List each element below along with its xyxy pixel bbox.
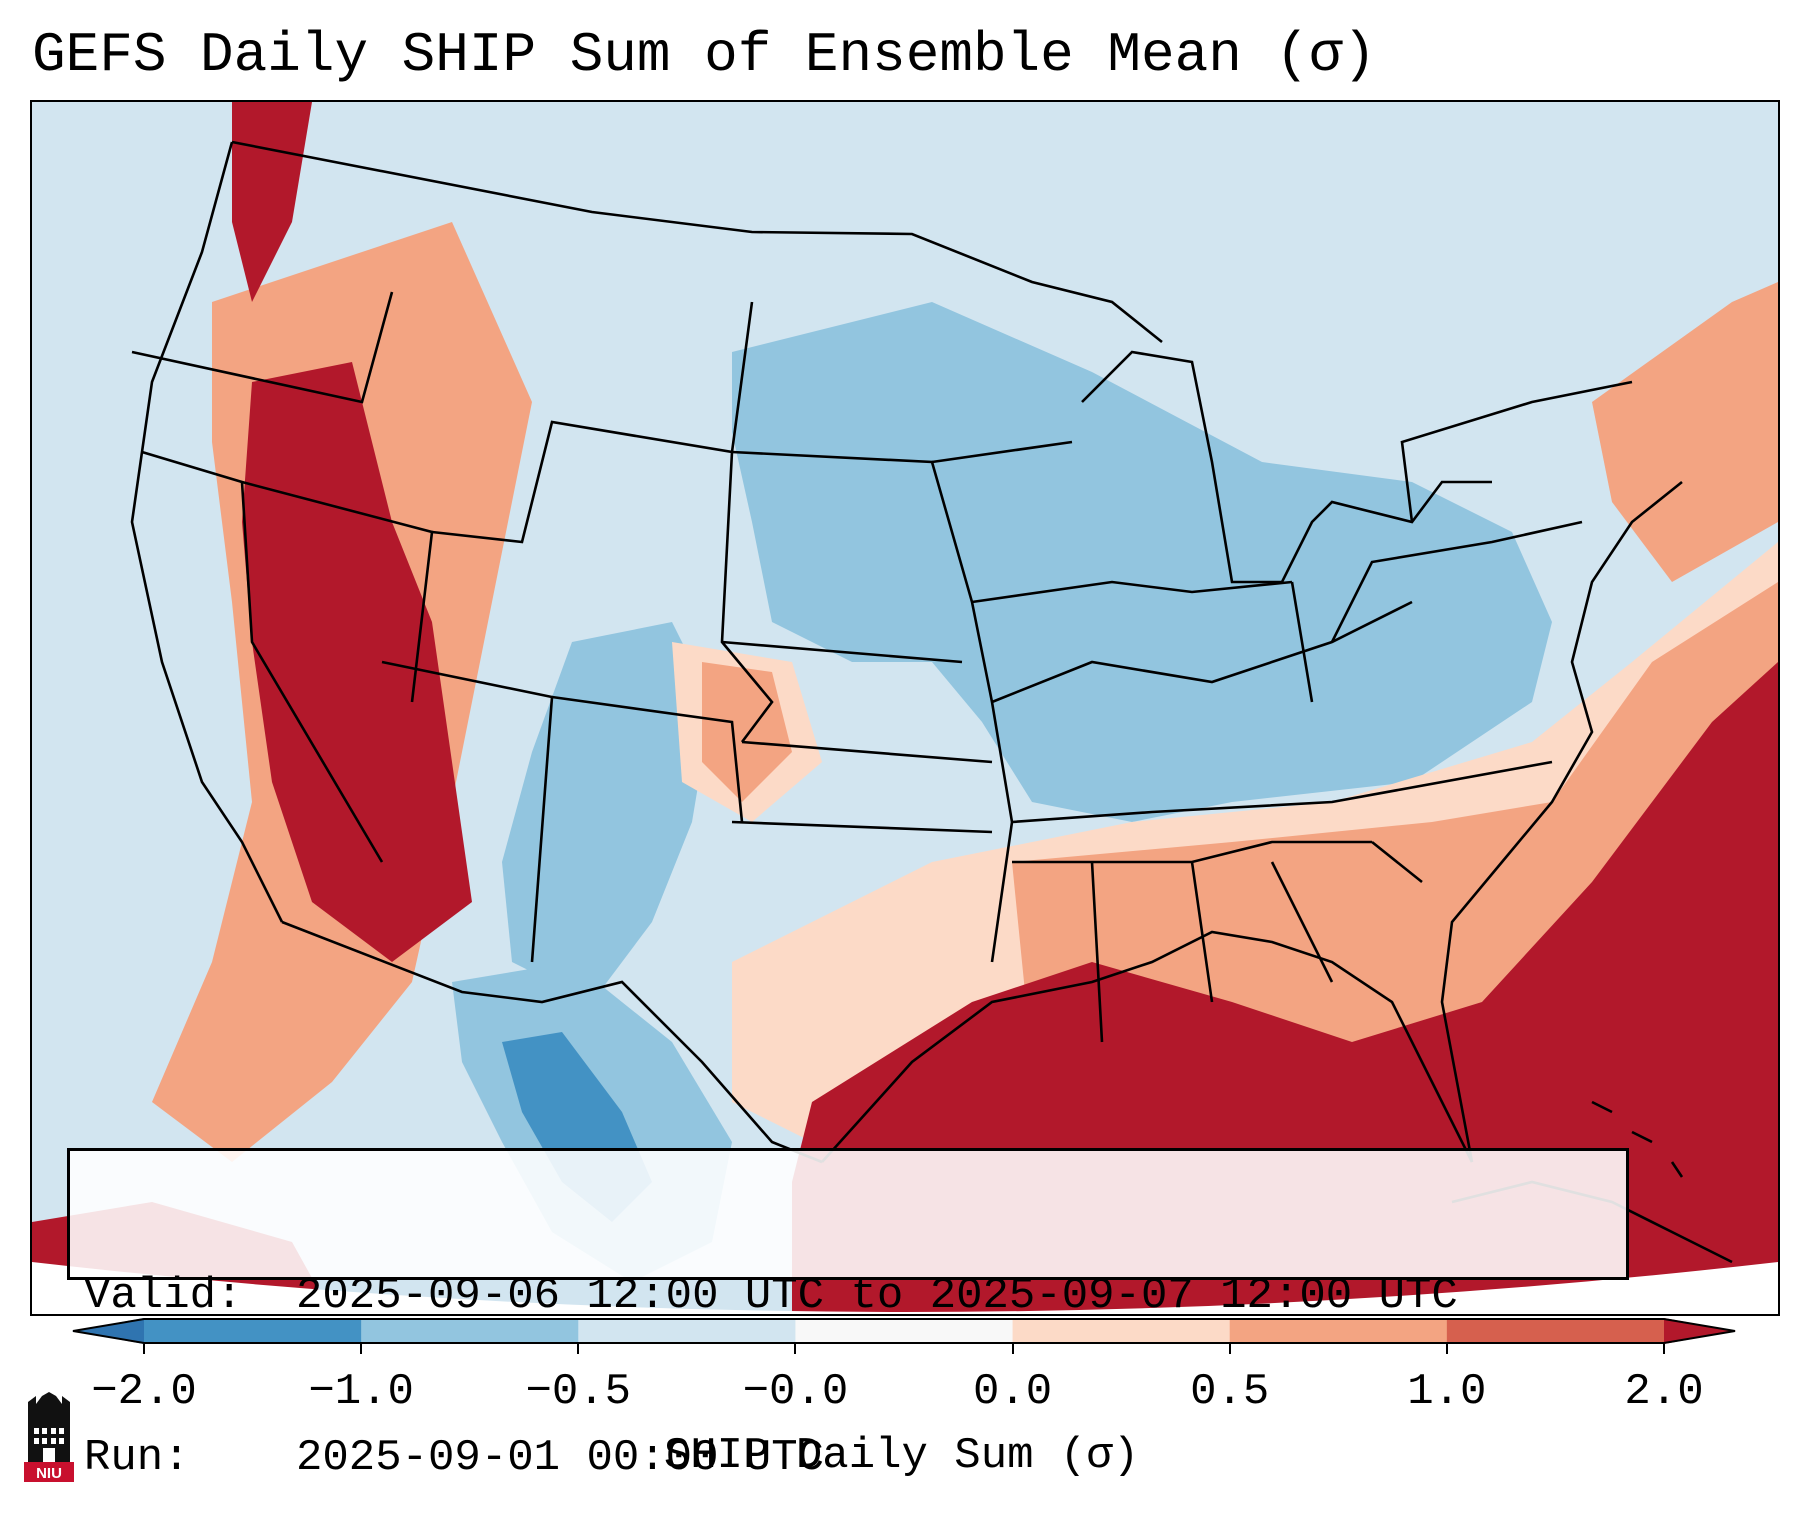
valid-value: 2025-09-06 12:00 UTC to 2025-09-07 12:00… (296, 1271, 1458, 1321)
colorbar-extend-high (1664, 1318, 1736, 1344)
bahamas-islands (1591, 1100, 1684, 1178)
colorbar-tick-label: 2.0 (1624, 1367, 1704, 1417)
valid-label: Valid: (84, 1271, 243, 1321)
colorbar-outline (72, 1318, 1736, 1344)
colorbar-tick-mark (1011, 1344, 1014, 1354)
colorbar-segment (1012, 1318, 1231, 1344)
political-borders (130, 140, 1683, 1164)
run-label: Run: (84, 1433, 190, 1483)
colorbar-tick-label: 0.0 (972, 1367, 1053, 1417)
colorbar-tick-mark (143, 1344, 145, 1354)
colorbar-tick-mark (360, 1344, 363, 1354)
state-lines-east (1290, 380, 1633, 703)
colorbar-segment (361, 1318, 579, 1344)
colorbar-tick-mark (1445, 1344, 1448, 1354)
colorbar-tick-label: 0.5 (1190, 1367, 1270, 1417)
colorbar-tick-mark (577, 1344, 580, 1354)
colorbar-tick-mark (794, 1344, 797, 1354)
shade-strong-positive-great-basin (242, 362, 472, 962)
state-lines-midwest (931, 440, 1553, 824)
gulf-coast (821, 930, 1474, 1163)
west-coast (130, 141, 284, 923)
us-mexico-border (281, 920, 823, 1164)
colorbar-segment (578, 1318, 796, 1344)
state-lines-west (131, 291, 554, 963)
shading-map (32, 102, 1778, 1314)
state-lines-plains (721, 450, 1014, 963)
colorbar-segment (795, 1318, 1014, 1344)
state-lines-south (1012, 840, 1423, 1043)
colorbar-tick-mark (1228, 1344, 1231, 1354)
map-panel (30, 100, 1780, 1316)
shade-strong-positive-nw (232, 102, 312, 302)
projection-edge (32, 1262, 1778, 1314)
colorbar-segment (1446, 1318, 1665, 1344)
us-canada-border (231, 140, 1163, 344)
colorbar-segment (1229, 1318, 1448, 1344)
shade-negative-rockies (502, 622, 712, 1002)
colorbar-tick-label: 1.0 (1407, 1367, 1487, 1417)
colorbar-segment (144, 1318, 362, 1344)
colorbar-extend-low (72, 1318, 144, 1344)
colorbar-tick-label: −0.5 (525, 1367, 632, 1417)
figure-title: GEFS Daily SHIP Sum of Ensemble Mean (σ) (32, 23, 1377, 87)
niu-logo: NIU (24, 1392, 74, 1482)
colorbar-tick-mark (1663, 1344, 1665, 1354)
colorbar-label: SHIP Daily Sum (σ) (663, 1431, 1140, 1481)
colorbar-tick-label: −0.0 (742, 1367, 849, 1417)
shade-moderate-positive-northeast (1592, 282, 1778, 582)
run-value: 2025-09-01 00:00 UTC (296, 1433, 825, 1483)
east-coast (1440, 480, 1683, 1163)
run-time-row: Run: 2025-09-01 00:00 UTC (84, 1431, 1626, 1485)
shade-negative-central (732, 302, 1552, 822)
valid-time-row: Valid: 2025-09-06 12:00 UTC to 2025-09-07… (84, 1269, 1626, 1323)
colorbar-tick-label: −2.0 (91, 1367, 197, 1417)
niu-logo-text: NIU (36, 1465, 62, 1482)
valid-run-info-box: Valid: 2025-09-06 12:00 UTC to 2025-09-07… (67, 1148, 1629, 1483)
colorbar (72, 1318, 1736, 1344)
colorbar-tick-label: −1.0 (308, 1367, 414, 1417)
